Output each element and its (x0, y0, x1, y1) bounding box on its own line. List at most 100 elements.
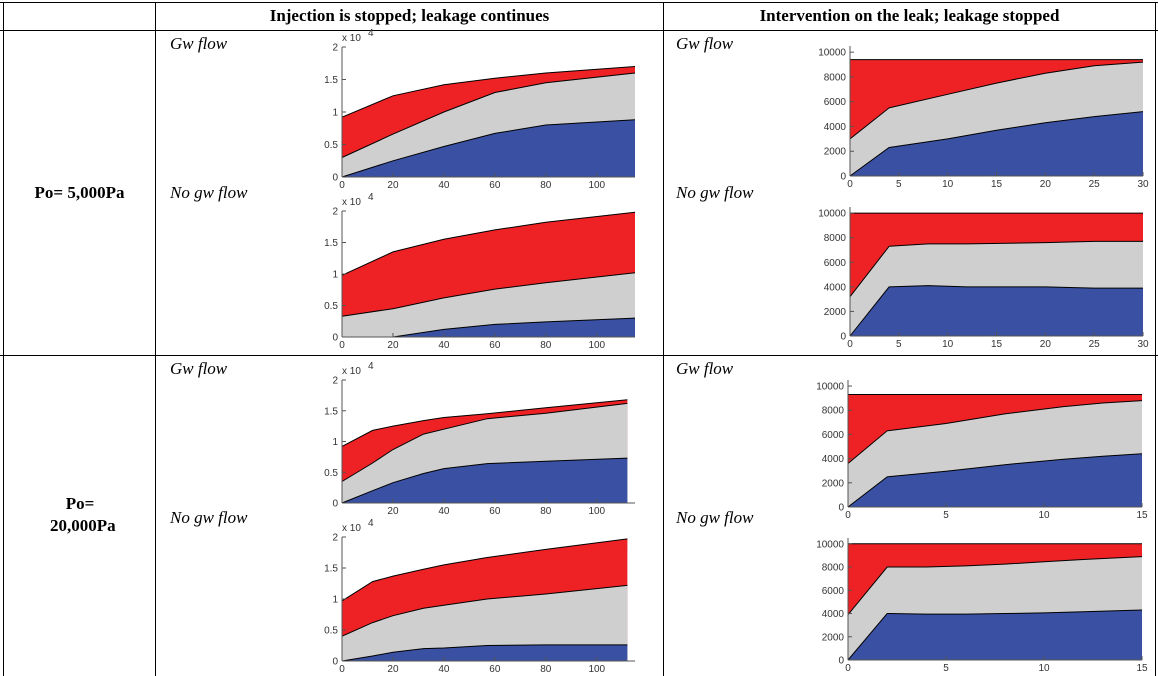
gw-flow-label: Gw flow (676, 34, 734, 53)
y-tick-label: 0.5 (324, 301, 338, 312)
row-divider (0, 355, 1158, 356)
bottom-area (850, 111, 1143, 176)
x-tick-label: 60 (489, 664, 501, 675)
y-tick-label: 10000 (816, 539, 844, 550)
y-tick-label: 0 (332, 173, 338, 184)
series-boundary-line (341, 538, 628, 602)
series-boundary-line (341, 211, 636, 276)
no-gw-flow-label: No gw flow (170, 508, 248, 527)
y-axis-exponent-power: 4 (368, 361, 374, 372)
y-tick-label: 0.5 (324, 140, 338, 151)
y-tick-label: 2 (332, 376, 338, 387)
y-tick-label: 1 (332, 595, 338, 606)
middle-area (342, 585, 628, 661)
header-divider (0, 30, 1158, 31)
column-divider-middle (663, 2, 664, 676)
table-border-right (1155, 2, 1156, 676)
y-tick-label: 10000 (816, 382, 844, 393)
x-tick-label: 0 (845, 663, 851, 674)
series-boundary-line (849, 61, 1144, 140)
x-tick-label: 5 (896, 339, 902, 350)
series-boundary-line (849, 285, 1143, 337)
y-tick-label: 2000 (824, 307, 847, 318)
gw-flow-label: Gw flow (170, 34, 228, 53)
y-tick-label: 8000 (822, 406, 845, 417)
y-axis-exponent-power: 4 (368, 518, 374, 529)
y-tick-label: 8000 (824, 72, 847, 83)
y-tick-label: 1 (332, 108, 338, 119)
gw-flow-label: Gw flow (170, 359, 228, 378)
series-boundary-line (341, 644, 628, 662)
y-tick-label: 8000 (822, 563, 845, 574)
no-gw-flow-label: No gw flow (676, 508, 754, 527)
y-tick-label: 6000 (822, 586, 845, 597)
x-tick-label: 5 (896, 179, 902, 190)
x-tick-label: 40 (438, 506, 450, 517)
series-boundary-line (847, 556, 1143, 616)
x-tick-label: 60 (489, 340, 501, 351)
x-tick-label: 80 (540, 664, 552, 675)
y-tick-label: 0 (840, 332, 846, 343)
x-tick-label: 100 (588, 506, 605, 517)
x-tick-label: 40 (438, 180, 450, 191)
x-tick-label: 20 (387, 340, 399, 351)
y-tick-label: 2000 (822, 478, 845, 489)
column-divider-label (155, 2, 156, 676)
y-tick-label: 4000 (824, 122, 847, 133)
stacked-area-chart: 0 2000 4000 6000 8000 10000 0 5 10 15 (816, 538, 1148, 674)
no-gw-flow-label: No gw flow (170, 183, 248, 202)
bottom-area (342, 119, 635, 177)
series-boundary-line (849, 111, 1144, 177)
x-tick-label: 30 (1137, 179, 1149, 190)
y-tick-label: 6000 (822, 430, 845, 441)
y-tick-label: 0.5 (324, 626, 338, 637)
x-tick-label: 15 (991, 179, 1003, 190)
series-boundary-line (847, 453, 1143, 508)
stacked-area-chart: 0 0.5 1 1.5 2 20 40 60 80 100 x 10 4 (324, 361, 635, 517)
gw-flow-label: Gw flow (676, 359, 734, 378)
y-axis-exponent-power: 4 (368, 192, 374, 203)
series-boundary-line (341, 66, 636, 118)
x-tick-label: 40 (438, 664, 450, 675)
no-gw-flow-label: No gw flow (676, 183, 754, 202)
x-tick-label: 10 (1038, 510, 1050, 521)
y-tick-label: 2 (332, 207, 338, 218)
x-tick-label: 25 (1089, 179, 1101, 190)
x-tick-label: 15 (1136, 510, 1148, 521)
y-tick-label: 4000 (822, 454, 845, 465)
y-tick-label: 1 (332, 437, 338, 448)
y-tick-label: 1.5 (324, 75, 338, 86)
y-tick-label: 0 (332, 333, 338, 344)
x-tick-label: 100 (588, 180, 605, 191)
y-tick-label: 6000 (824, 258, 847, 269)
x-tick-label: 10 (1038, 663, 1050, 674)
series-boundary-line (847, 609, 1143, 661)
x-tick-label: 0 (339, 340, 345, 351)
y-tick-label: 2 (332, 43, 338, 54)
bottom-area (850, 285, 1143, 336)
series-boundary-line (341, 457, 628, 504)
x-tick-label: 20 (1040, 179, 1052, 190)
series-boundary-line (341, 72, 636, 158)
y-tick-label: 10000 (818, 48, 846, 59)
y-tick-label: 0 (838, 656, 844, 667)
y-tick-label: 6000 (824, 97, 847, 108)
x-tick-label: 25 (1089, 339, 1101, 350)
bottom-area (342, 458, 628, 503)
series-boundary-line (341, 402, 628, 482)
x-tick-label: 10 (942, 179, 954, 190)
y-tick-label: 4000 (824, 282, 847, 293)
bottom-area (848, 610, 1142, 660)
x-tick-label: 15 (1136, 663, 1148, 674)
y-axis-exponent-label: x 10 (342, 197, 361, 208)
x-tick-label: 0 (847, 339, 853, 350)
x-tick-label: 20 (387, 506, 399, 517)
y-tick-label: 0 (840, 172, 846, 183)
column-header-injection-stopped: Injection is stopped; leakage continues (269, 6, 550, 25)
stacked-area-chart: 0 2000 4000 6000 8000 10000 0 5 10 15 (816, 380, 1148, 521)
table-border-left (3, 2, 4, 676)
series-boundary-line (341, 584, 628, 637)
y-tick-label: 1.5 (324, 406, 338, 417)
